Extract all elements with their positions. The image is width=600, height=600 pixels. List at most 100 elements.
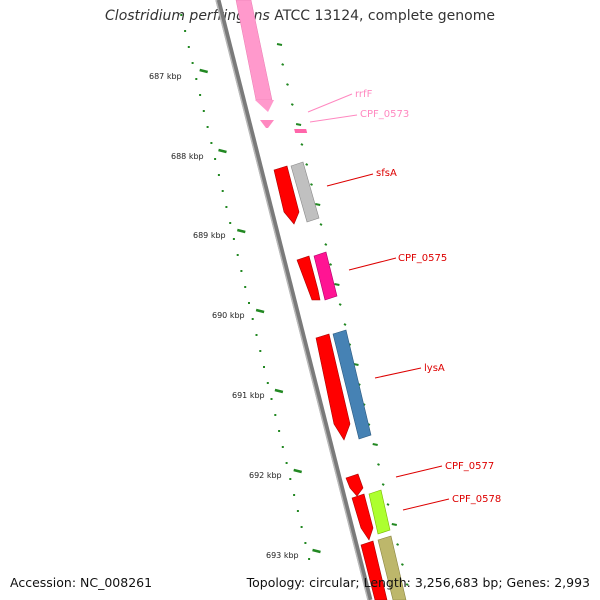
gene-red-lysA-arrow[interactable] — [315, 333, 351, 441]
tick-label-687: 687 kbp — [149, 72, 182, 81]
label-connectors — [307, 93, 450, 511]
scale-dot — [263, 366, 265, 368]
map-title: Clostridium perfringens ATCC 13124, comp… — [0, 8, 600, 24]
accession-text: Accession: NC_008261 — [10, 575, 153, 590]
scale-major-tick — [274, 388, 284, 394]
tick-label-689: 689 kbp — [193, 231, 226, 240]
scale-dot — [221, 190, 224, 192]
track-dash — [405, 583, 409, 586]
track-dash — [319, 223, 323, 226]
scale-dot — [206, 126, 209, 128]
gene-CPF_0573-arrow[interactable] — [260, 120, 274, 128]
connector-rrfF — [307, 93, 353, 113]
scale-dot — [251, 318, 254, 320]
gene-red-bottom-arrow[interactable] — [360, 540, 388, 600]
gene-red-0578-arrow[interactable] — [351, 493, 374, 541]
gene-CPF_0575-arrow[interactable] — [313, 251, 338, 301]
scale-dot — [236, 254, 239, 256]
track-dash — [343, 323, 347, 326]
scale-dot — [274, 414, 277, 416]
gene-CPF_0578-arrow[interactable] — [368, 489, 391, 535]
connector-CPF_0575 — [348, 257, 397, 271]
scale-dot — [191, 62, 194, 64]
track-dash — [315, 203, 321, 206]
scale-dot — [300, 526, 303, 528]
track-dash — [276, 43, 283, 46]
gene-sfsA-arrow[interactable] — [273, 165, 300, 225]
scale-dot — [202, 110, 205, 112]
label-CPF_0578[interactable]: CPF_0578 — [452, 494, 501, 505]
scale-dot — [296, 510, 299, 512]
scale-major-tick — [236, 228, 246, 234]
gene-CPF_0577-arrow[interactable] — [345, 473, 364, 497]
gene-khaki-arrow[interactable] — [377, 535, 407, 600]
label-CPF_0573[interactable]: CPF_0573 — [360, 109, 409, 120]
scale-dot — [195, 78, 198, 80]
connector-CPF_0578 — [402, 498, 450, 511]
scale-dot — [293, 494, 296, 496]
scale-labels: 687 kbp 688 kbp 689 kbp 690 kbp 691 kbp … — [149, 72, 299, 560]
strain-text: ATCC 13124, complete genome — [269, 8, 495, 24]
label-lysA[interactable]: lysA — [424, 363, 445, 374]
scale-dot — [281, 446, 284, 448]
scale-dot — [225, 206, 228, 208]
track-dash — [281, 63, 285, 66]
track-dash — [338, 303, 342, 306]
scale-dot — [184, 30, 187, 32]
scale-dot — [244, 286, 247, 288]
scale-major-tick — [312, 548, 321, 554]
scale-dot — [266, 382, 269, 384]
scale-dot — [308, 558, 311, 560]
tick-label-688: 688 kbp — [171, 152, 204, 161]
track-dash — [300, 143, 304, 146]
tick-label-693: 693 kbp — [266, 551, 299, 560]
gene-rrfF-arrow-head[interactable] — [255, 100, 274, 112]
connector-lysA — [374, 367, 422, 379]
genes — [235, 0, 407, 600]
scale-dot — [240, 270, 243, 272]
scale-dot — [259, 350, 262, 352]
track-dash — [329, 263, 333, 266]
track-dash — [400, 563, 404, 566]
label-CPF_0577[interactable]: CPF_0577 — [445, 461, 494, 472]
scale-ticks — [199, 68, 321, 554]
gene-grey-arrow[interactable] — [290, 161, 320, 223]
scale-dot — [289, 478, 292, 480]
label-CPF_0575[interactable]: CPF_0575 — [398, 253, 447, 264]
track-dash — [386, 503, 390, 506]
topology-summary: Topology: circular; Length: 3,256,683 bp… — [246, 575, 590, 590]
track-dash — [372, 443, 378, 446]
label-rrfF[interactable]: rrfF — [355, 89, 373, 100]
scale-dot — [255, 334, 258, 336]
track-dash — [396, 543, 400, 546]
scale-dot — [229, 222, 232, 224]
gene-red-0575-arrow[interactable] — [296, 255, 321, 301]
scale-dot — [285, 462, 288, 464]
track-dash — [334, 283, 340, 286]
label-sfsA[interactable]: sfsA — [376, 168, 397, 179]
scale-major-tick — [293, 468, 303, 474]
scale-dot — [232, 238, 235, 240]
connector-CPF_0573 — [309, 114, 358, 123]
track-dash — [295, 123, 302, 126]
scale-dot — [248, 302, 250, 304]
track-dash — [310, 183, 313, 186]
connector-sfsA — [326, 173, 374, 187]
track-dash — [391, 523, 397, 526]
gene-labels: rrfF CPF_0573 sfsA CPF_0575 lysA CPF_057… — [355, 89, 501, 505]
scale-dot — [210, 142, 213, 144]
feature-track — [276, 43, 409, 586]
scale-track — [180, 14, 311, 560]
track-dash — [324, 243, 328, 246]
scale-dot — [180, 14, 183, 16]
gene-CPF_0573-box[interactable] — [294, 129, 308, 133]
scale-dot — [217, 174, 220, 176]
track-dash — [305, 163, 309, 166]
genome-backbone-highlight — [215, 0, 369, 600]
track-dash — [377, 463, 380, 466]
species-name: Clostridium perfringens — [105, 8, 270, 24]
scale-dot — [199, 94, 202, 96]
gene-lysA-arrow[interactable] — [332, 329, 372, 440]
tick-label-690: 690 kbp — [212, 311, 245, 320]
